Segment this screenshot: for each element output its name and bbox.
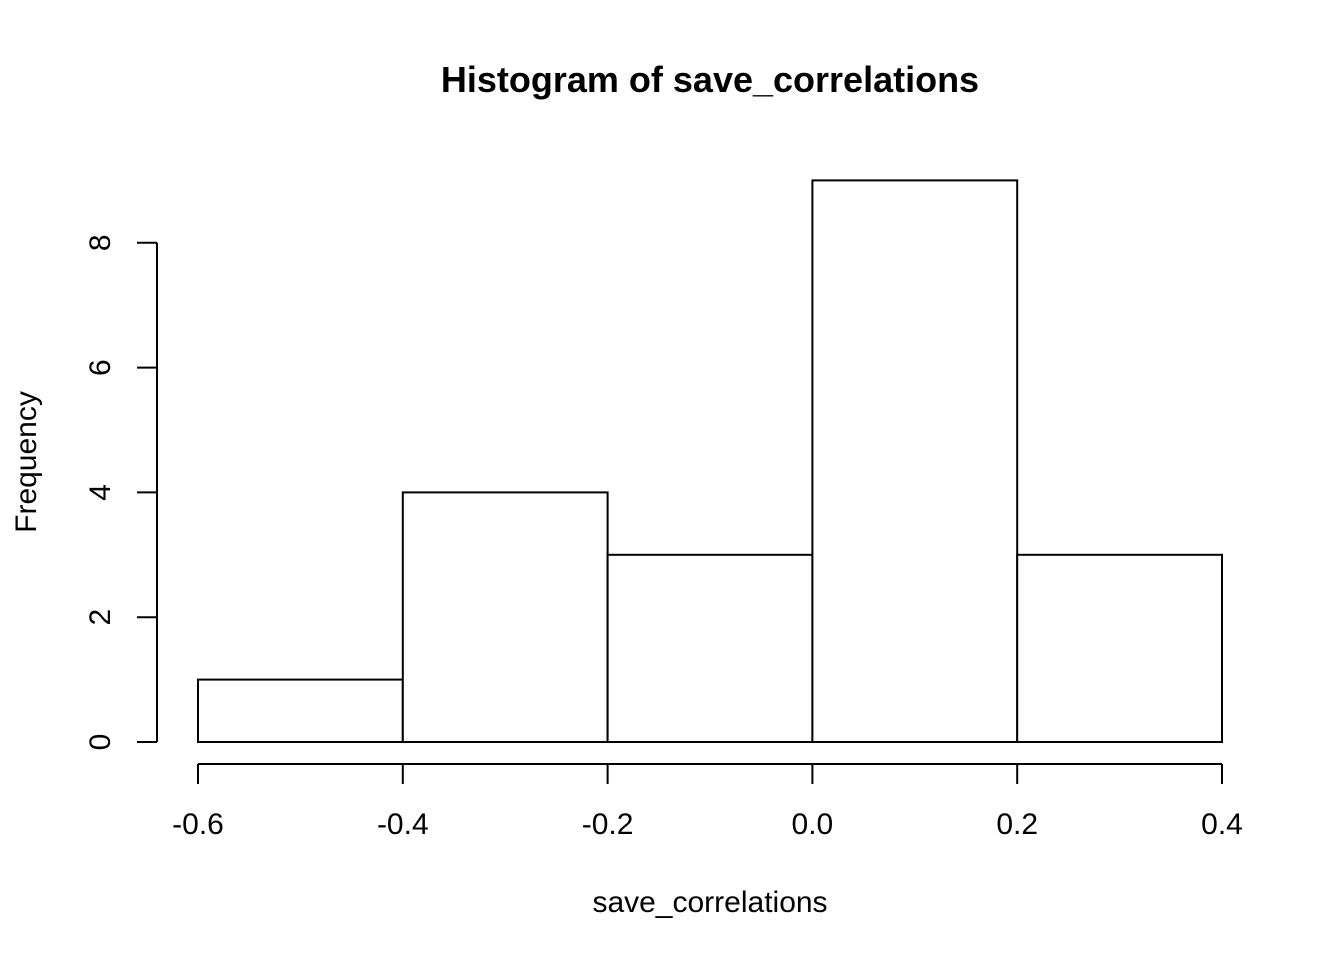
histogram-bar-2 — [606, 553, 814, 743]
x-tick-label-4: 0.2 — [996, 808, 1038, 841]
y-axis-label: Frequency — [10, 391, 43, 533]
histogram-bar-4 — [1016, 553, 1224, 743]
x-tick-label-2: -0.2 — [582, 808, 634, 841]
y-tick-label-2: 4 — [84, 484, 117, 501]
y-tick-label-3: 6 — [84, 359, 117, 376]
bars — [197, 179, 1224, 743]
y-axis: 0 2 4 6 8 — [84, 234, 158, 751]
y-tick-label-0: 0 — [84, 734, 117, 751]
x-tick-label-1: -0.4 — [377, 808, 429, 841]
y-tick-label-1: 2 — [84, 609, 117, 626]
y-tick-label-4: 8 — [84, 234, 117, 251]
x-axis: -0.6 -0.4 -0.2 0.0 0.2 0.4 — [172, 763, 1243, 841]
x-tick-label-0: -0.6 — [172, 808, 224, 841]
x-axis-label: save_correlations — [592, 886, 827, 919]
x-tick-label-3: 0.0 — [792, 808, 834, 841]
histogram-bar-3 — [811, 179, 1019, 743]
x-tick-label-5: 0.4 — [1201, 808, 1243, 841]
histogram-bar-0 — [197, 678, 404, 743]
histogram-bar-1 — [401, 491, 609, 743]
chart-title: Histogram of save_correlations — [441, 59, 979, 100]
